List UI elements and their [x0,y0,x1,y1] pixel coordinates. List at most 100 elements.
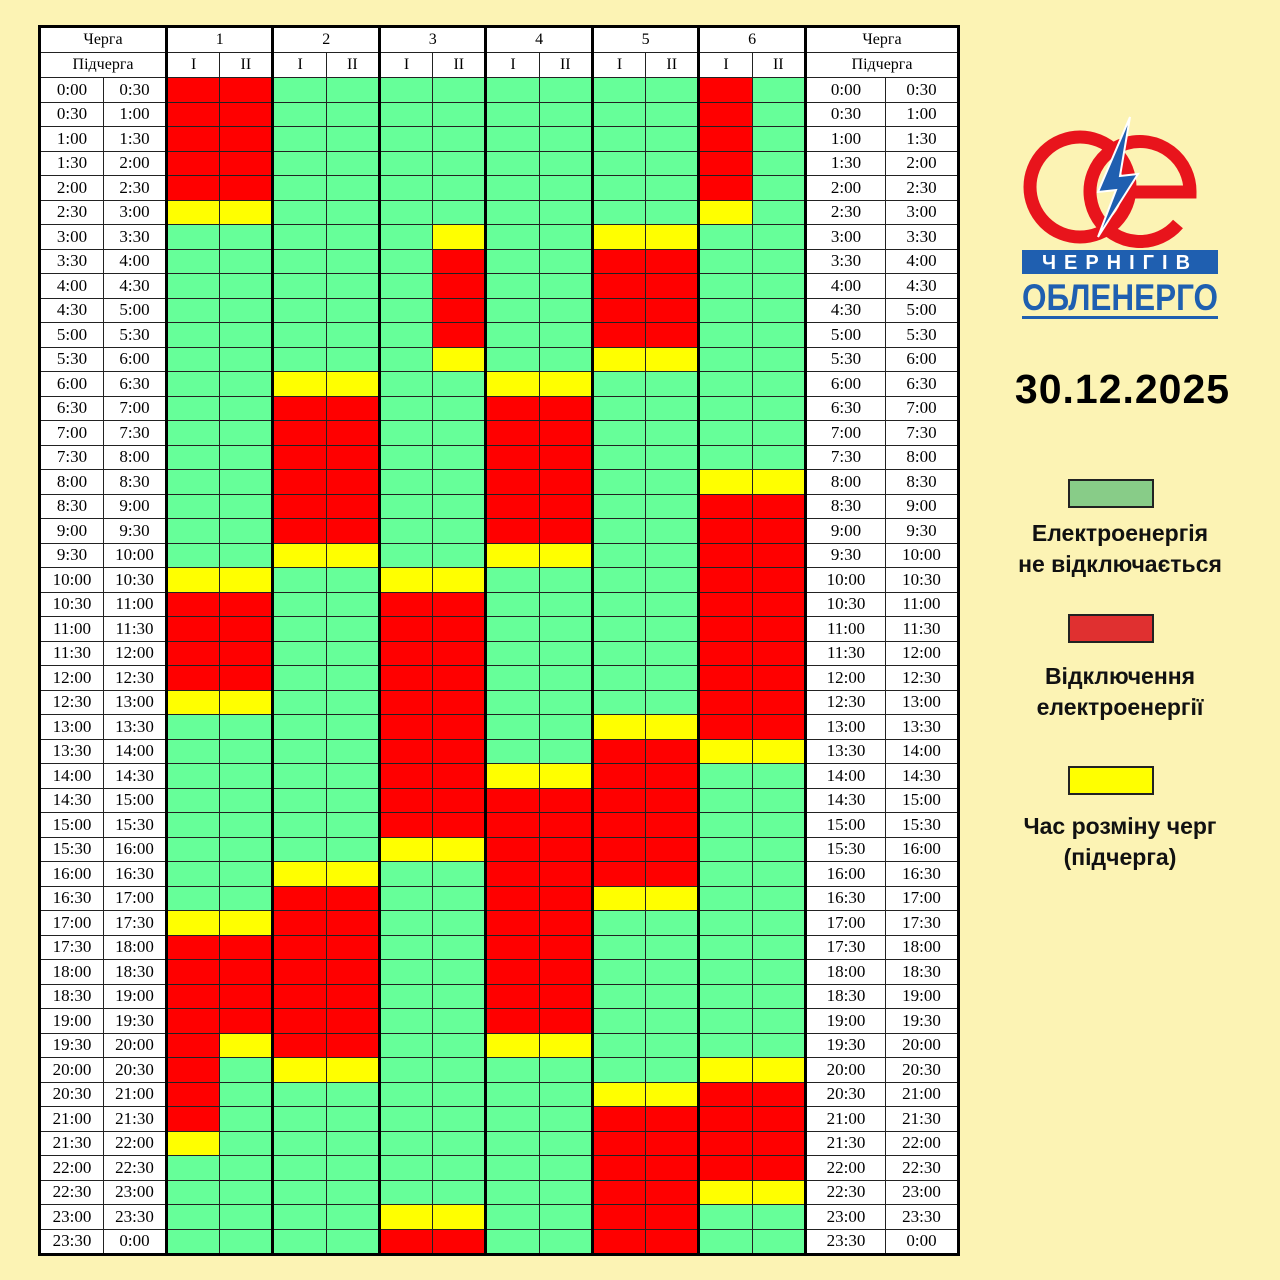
cell-2-II-outage [325,469,381,495]
time-slot-row: 6:00 6:30 6:00 6:30 [39,371,960,397]
slot-start-time-right: 11:00 [803,616,886,642]
slot-end-time-right: 7:30 [884,420,960,446]
cell-6-I-power-on [697,1204,753,1230]
slot-start-time: 14:30 [39,787,104,813]
cell-6-II-power-on [751,1008,807,1034]
cell-3-I-power-on [377,175,434,201]
slot-end-time: 2:30 [102,175,169,201]
slot-end-time: 12:30 [102,665,169,691]
subqueue-header-5-II: II [645,52,701,78]
slot-start-time-right: 3:00 [803,224,886,250]
cell-1-I-power-on [165,812,221,838]
cell-2-I-power-on [271,1228,327,1255]
cell-6-I-outage [697,1130,753,1156]
time-slot-row: 19:00 19:30 19:00 19:30 [39,1008,960,1034]
cell-4-II-power-on [538,248,594,274]
cell-2-I-power-on [271,273,327,299]
cell-2-I-power-on [271,665,327,691]
cell-6-II-power-on [751,395,807,421]
time-slot-row: 15:30 16:00 15:30 16:00 [39,836,960,862]
cell-5-I-power-on [590,983,647,1009]
cell-4-I-power-on [484,199,540,225]
slot-end-time: 11:00 [102,591,169,617]
cell-3-II-power-on [432,469,488,495]
cell-2-I-power-on [271,77,327,103]
cell-4-II-power-on [538,1106,594,1132]
cell-2-I-power-on [271,1106,327,1132]
cell-4-II-power-on [538,126,594,152]
cell-6-II-power-on [751,1204,807,1230]
slot-start-time: 18:00 [39,959,104,985]
cell-6-I-power-on [697,763,753,789]
slot-start-time-right: 3:30 [803,248,886,274]
cell-4-I-outage [484,469,540,495]
cell-6-II-power-on [751,420,807,446]
cell-2-I-power-on [271,714,327,740]
cell-5-II-power-on [645,959,701,985]
cell-3-II-outage [432,763,488,789]
cell-6-II-outage [751,567,807,593]
cell-4-I-outage [484,444,540,470]
cell-6-II-power-on [751,885,807,911]
slot-end-time-right: 20:30 [884,1057,960,1083]
slot-end-time: 20:30 [102,1057,169,1083]
cell-2-II-power-on [325,126,381,152]
cell-3-II-power-on [432,1155,488,1181]
slot-end-time: 19:00 [102,983,169,1009]
cell-2-II-power-on [325,787,381,813]
cell-3-I-power-on [377,1032,434,1058]
cell-2-I-power-on [271,567,327,593]
cell-5-II-power-on [645,689,701,715]
cell-6-II-changeover [751,738,807,764]
cell-3-I-outage [377,714,434,740]
cell-6-II-changeover [751,469,807,495]
cell-6-I-outage [697,150,753,176]
cell-5-I-power-on [590,150,647,176]
time-slot-row: 2:00 2:30 2:00 2:30 [39,175,960,201]
cell-1-I-power-on [165,297,221,323]
cell-1-I-outage [165,1057,221,1083]
cell-5-II-outage [645,1204,701,1230]
cell-3-I-changeover [377,567,434,593]
cell-6-II-power-on [751,126,807,152]
cell-5-II-power-on [645,126,701,152]
cell-2-II-power-on [325,1204,381,1230]
cell-1-I-power-on [165,371,221,397]
cell-4-II-outage [538,910,594,936]
slot-end-time-right: 22:00 [884,1130,960,1156]
cell-2-I-outage [271,493,327,519]
cell-3-II-power-on [432,542,488,568]
slot-end-time-right: 8:30 [884,469,960,495]
cell-6-I-power-on [697,248,753,274]
cell-6-II-power-on [751,444,807,470]
slot-end-time-right: 19:00 [884,983,960,1009]
cell-4-I-outage [484,983,540,1009]
cell-4-II-outage [538,469,594,495]
cell-3-II-power-on [432,1008,488,1034]
cell-4-II-changeover [538,371,594,397]
cell-5-II-outage [645,297,701,323]
cell-1-II-power-on [219,1106,275,1132]
slot-end-time: 10:00 [102,542,169,568]
slot-start-time-right: 16:00 [803,861,886,887]
cell-2-I-outage [271,934,327,960]
cell-5-I-outage [590,273,647,299]
slot-start-time: 0:00 [39,77,104,103]
cell-1-I-power-on [165,861,221,887]
cell-1-I-power-on [165,836,221,862]
slot-start-time-right: 13:30 [803,738,886,764]
cell-3-I-changeover [377,836,434,862]
time-slot-row: 14:00 14:30 14:00 14:30 [39,763,960,789]
cell-5-I-power-on [590,591,647,617]
time-slot-row: 5:00 5:30 5:00 5:30 [39,322,960,348]
cell-4-I-power-on [484,591,540,617]
slot-start-time: 7:00 [39,420,104,446]
cell-3-II-power-on [432,983,488,1009]
cell-3-II-power-on [432,934,488,960]
slot-start-time-right: 22:30 [803,1179,886,1205]
slot-start-time-right: 12:30 [803,689,886,715]
cell-1-II-outage [219,1008,275,1034]
cell-5-I-power-on [590,1008,647,1034]
slot-end-time: 4:00 [102,248,169,274]
slot-end-time: 2:00 [102,150,169,176]
